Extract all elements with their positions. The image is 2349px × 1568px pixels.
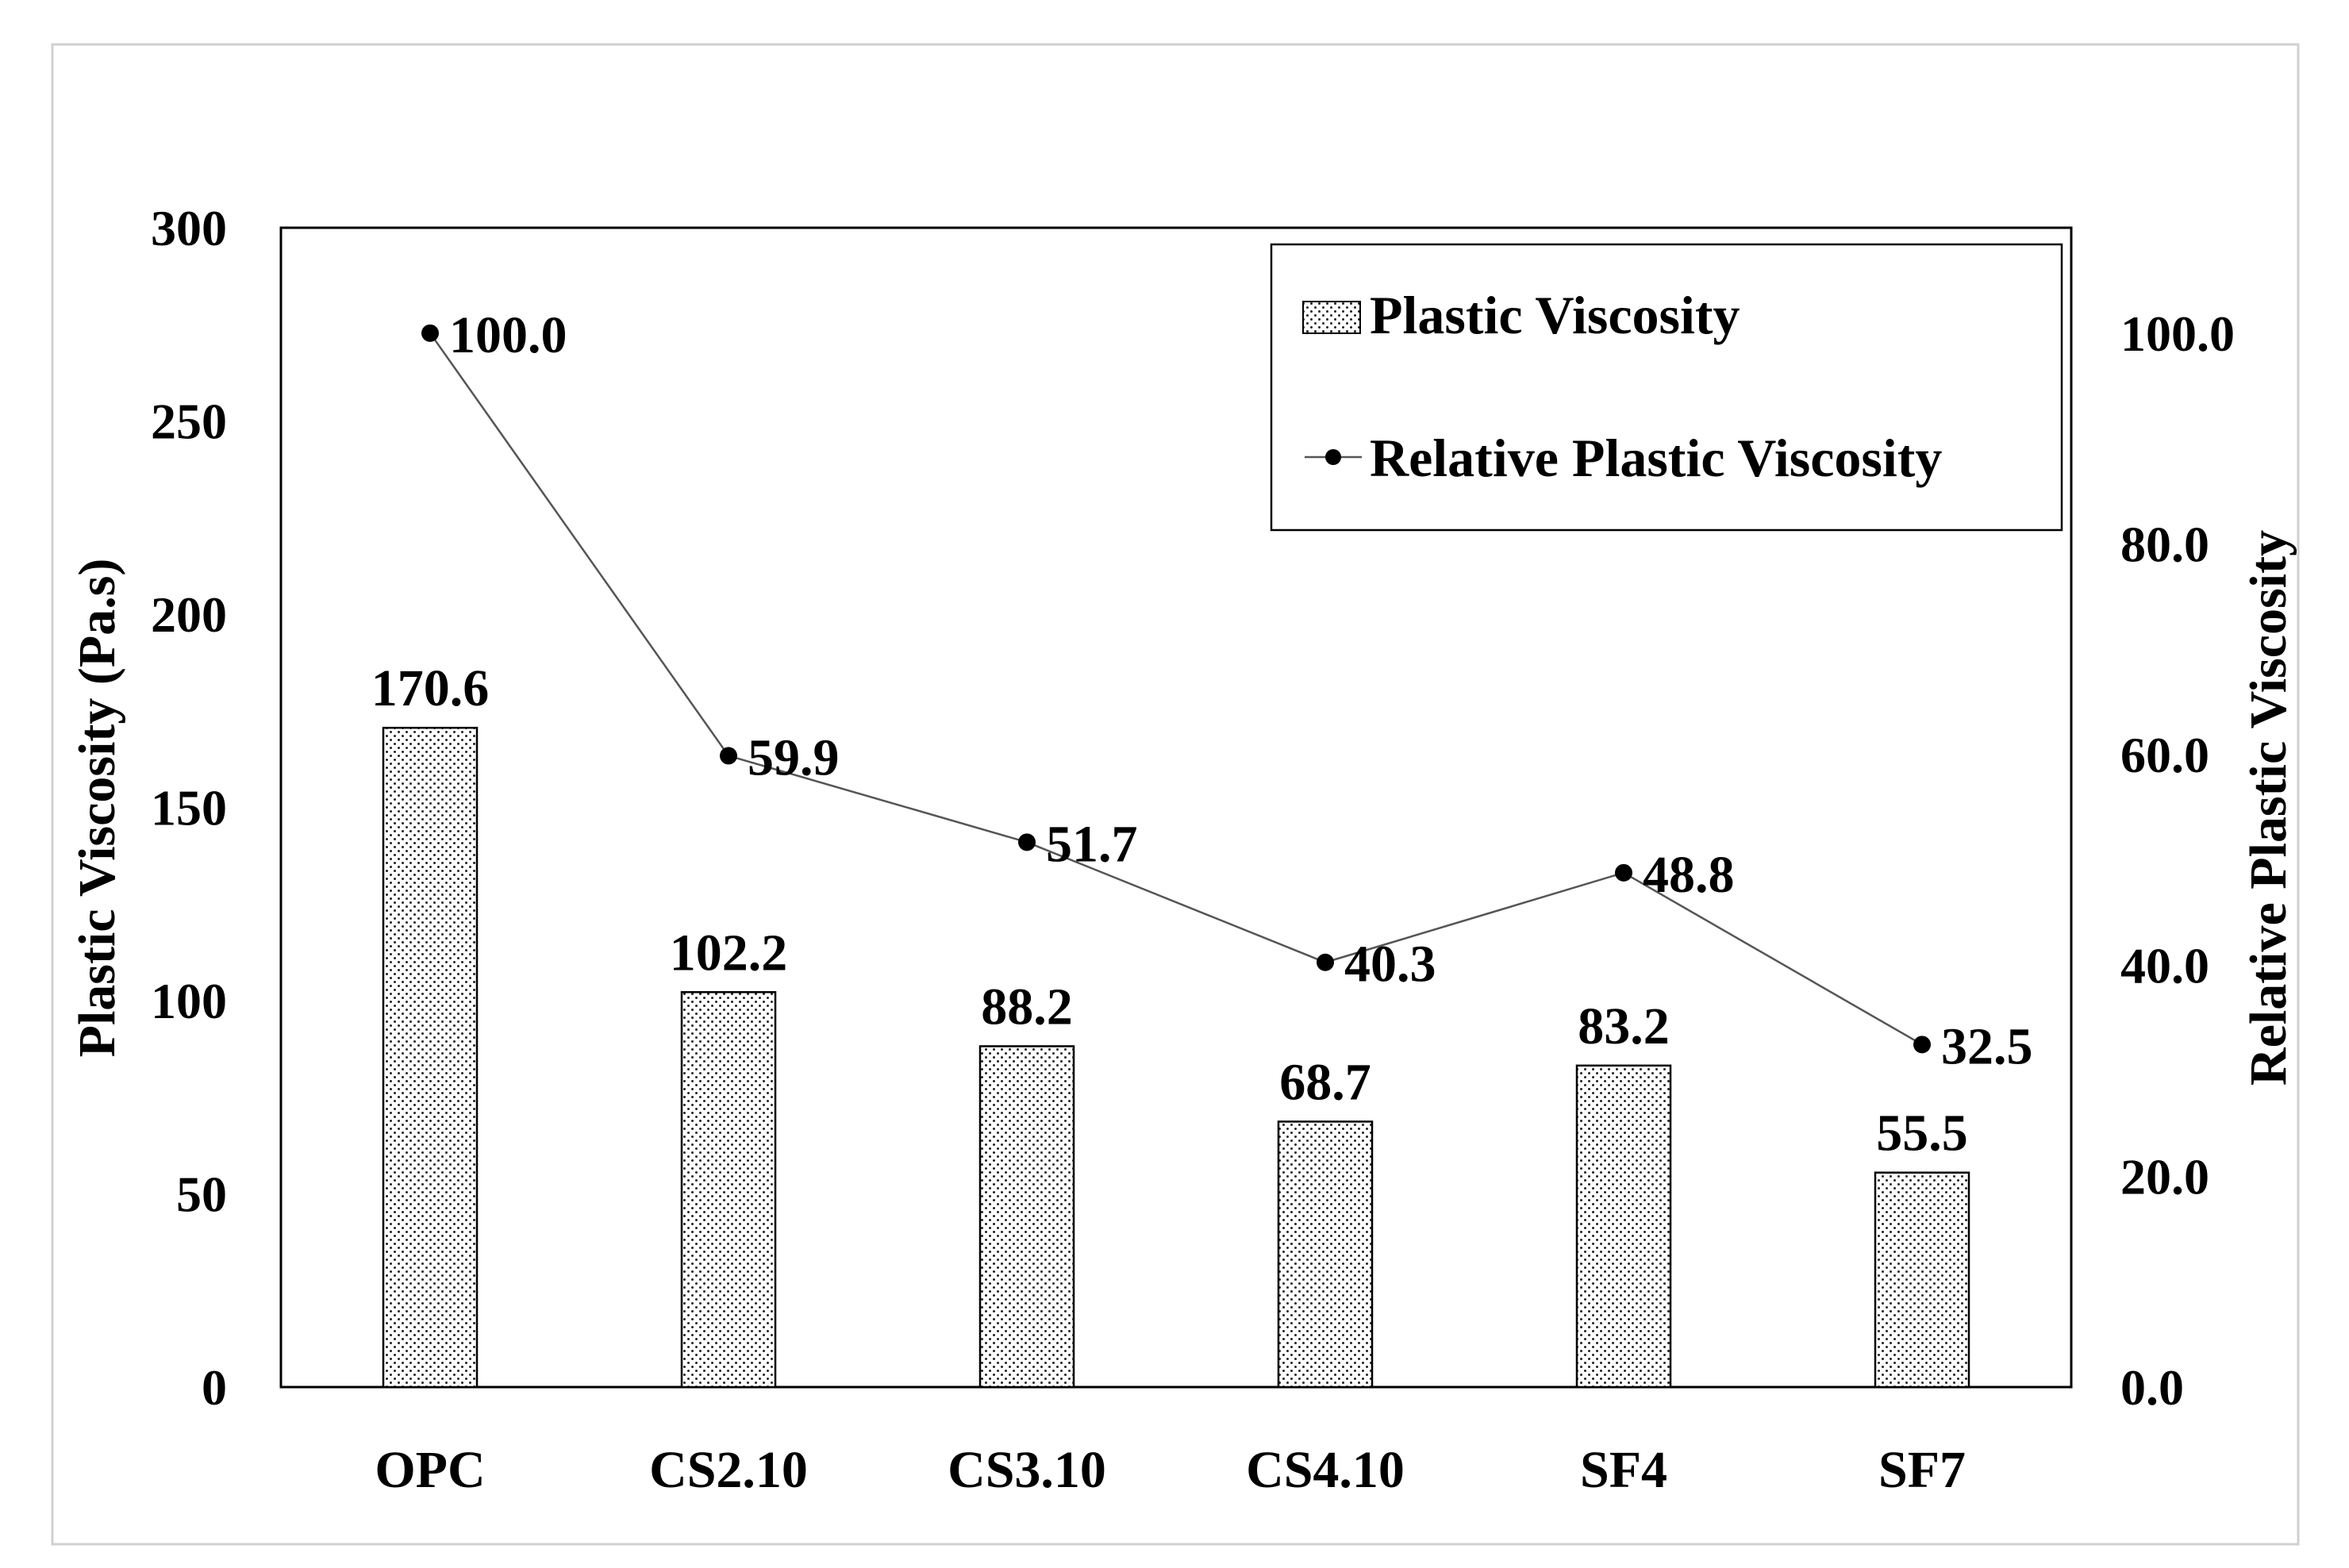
left-tick-label-5: 250 [151,394,227,450]
legend-marker-swatch [1325,449,1341,465]
legend-label-line: Relative Plastic Viscosity [1370,428,1942,488]
category-label-4: SF4 [1580,1441,1667,1499]
left-axis-ticks: 0 50 100 150 200 250 300 [151,200,227,1416]
left-tick-label-6: 300 [151,200,227,256]
bar-5 [1874,1171,1970,1389]
line-point-4 [1615,863,1632,882]
category-label-3: CS4.10 [1246,1441,1405,1499]
line-label-5: 32.5 [1941,1017,2033,1075]
line-label-0: 100.0 [449,306,567,364]
left-axis-title: Plastic Viscosity (Pa.s) [68,559,126,1058]
legend-label-bar: Plastic Viscosity [1370,285,1740,345]
bar-label-3: 68.7 [1279,1053,1371,1111]
bar-label-4: 83.2 [1578,997,1670,1055]
line-series [421,324,1931,1054]
right-tick-label-1: 20.0 [2120,1148,2209,1205]
category-label-0: OPC [375,1441,485,1499]
legend: Plastic Viscosity Relative Plastic Visco… [1270,243,2063,532]
legend-bar-swatch [1302,301,1361,334]
bar-label-1: 102.2 [670,924,788,982]
category-labels: OPC CS2.10 CS3.10 CS4.10 SF4 SF7 [375,1441,1966,1499]
category-label-5: SF7 [1878,1441,1966,1499]
bar-4 [1575,1064,1672,1389]
bar-series [382,726,1970,1389]
legend-box [1270,243,2063,532]
bar-label-0: 170.6 [371,659,490,717]
line-label-2: 51.7 [1046,815,1138,873]
bar-0 [382,726,479,1389]
left-tick-label-1: 50 [176,1166,227,1223]
category-label-1: CS2.10 [649,1441,808,1499]
line-label-4: 48.8 [1643,846,1735,904]
line-data-labels: 100.0 59.9 51.7 40.3 48.8 32.5 [449,306,2033,1076]
left-tick-label-0: 0 [202,1359,227,1416]
line-point-1 [720,747,737,765]
right-tick-label-0: 0.0 [2120,1359,2184,1416]
bar-1 [680,991,777,1389]
line-point-2 [1018,833,1036,851]
category-label-2: CS3.10 [948,1441,1106,1499]
line-point-0 [421,324,439,342]
bar-label-2: 88.2 [981,978,1073,1036]
bar-3 [1277,1120,1374,1389]
relative-viscosity-line [429,332,1923,1046]
left-tick-label-2: 100 [151,973,227,1029]
right-axis-ticks: 0.0 20.0 40.0 60.0 80.0 100.0 [2120,306,2235,1416]
right-tick-label-4: 80.0 [2120,516,2209,572]
plot-area [279,226,2073,1389]
line-point-3 [1317,953,1334,971]
right-tick-label-3: 60.0 [2120,727,2209,783]
right-tick-label-2: 40.0 [2120,938,2209,994]
left-tick-label-3: 150 [151,780,227,836]
right-tick-label-5: 100.0 [2120,306,2235,362]
figure-border [51,43,2300,1546]
bar-data-labels: 170.6 102.2 88.2 68.7 83.2 55.5 [371,659,1968,1163]
right-axis-title: Relative Plastic Viscosity [2239,530,2297,1086]
left-tick-label-4: 200 [151,586,227,643]
line-label-1: 59.9 [748,728,840,786]
line-point-5 [1913,1036,1931,1054]
line-label-3: 40.3 [1344,936,1436,993]
bar-2 [978,1045,1075,1389]
bar-label-5: 55.5 [1876,1105,1968,1163]
